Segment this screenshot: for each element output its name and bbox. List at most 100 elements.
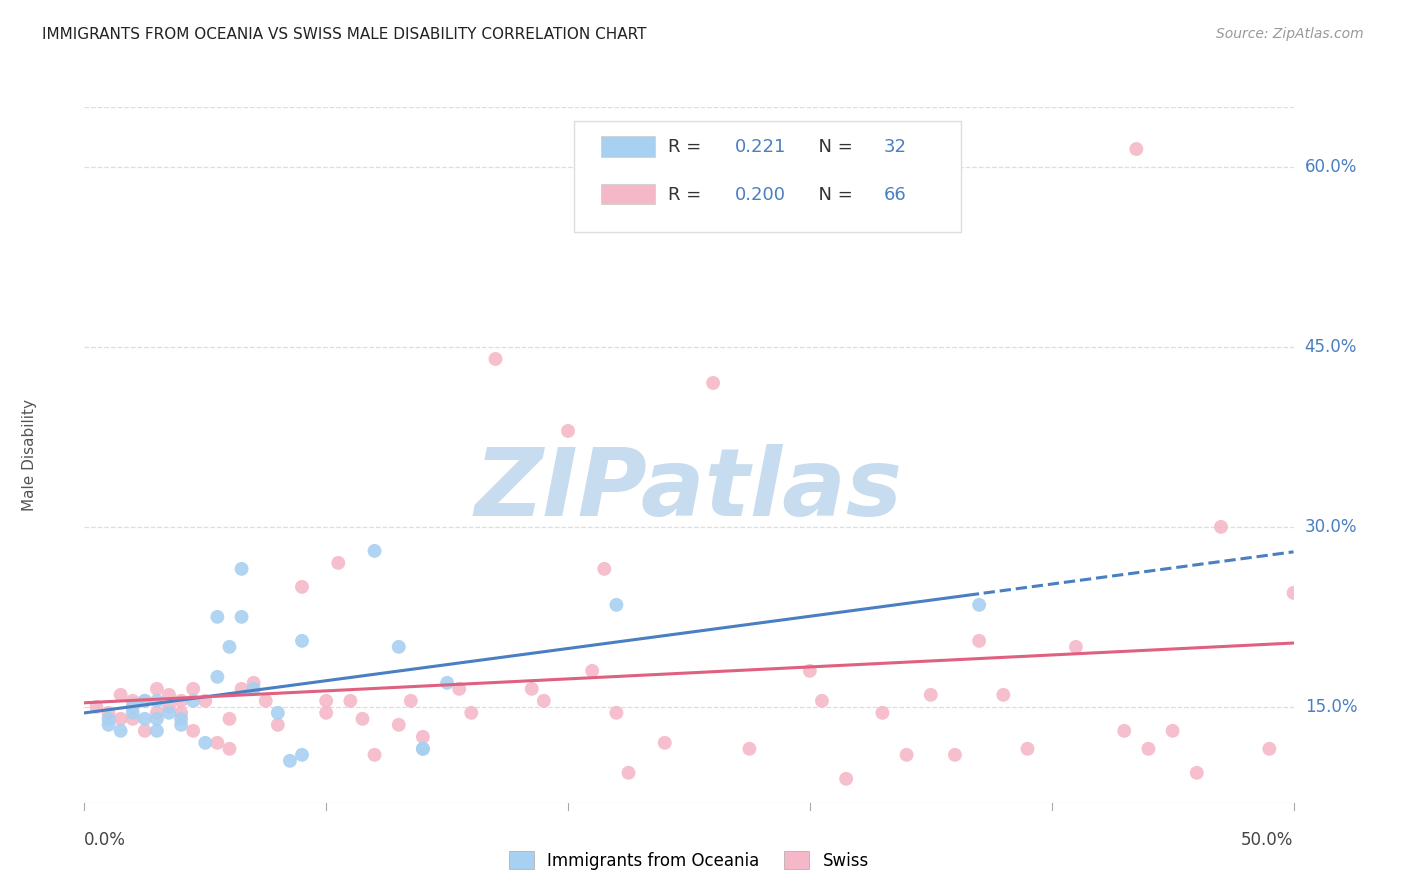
Point [157, 699, 180, 714]
Point [181, 681, 204, 696]
Point [170, 694, 193, 708]
Point [242, 676, 264, 690]
Point [1114, 723, 1136, 738]
Point [121, 712, 143, 726]
Point [315, 706, 337, 720]
Point [811, 694, 834, 708]
Text: 0.200: 0.200 [735, 186, 786, 203]
Point [412, 741, 434, 756]
Point [146, 681, 169, 696]
Point [110, 688, 132, 702]
Point [267, 718, 290, 732]
Point [231, 681, 253, 696]
Point [134, 694, 156, 708]
Point [593, 562, 616, 576]
Point [1185, 765, 1208, 780]
Point [520, 681, 543, 696]
Point [581, 664, 603, 678]
Point [121, 694, 143, 708]
Point [157, 688, 180, 702]
Text: 50.0%: 50.0% [1241, 830, 1294, 848]
Point [412, 730, 434, 744]
Point [557, 424, 579, 438]
Point [328, 556, 350, 570]
Point [218, 741, 240, 756]
Text: 15.0%: 15.0% [1305, 698, 1357, 716]
Point [267, 706, 290, 720]
Point [134, 694, 156, 708]
Point [181, 723, 204, 738]
Point [146, 694, 169, 708]
Point [352, 712, 374, 726]
Point [134, 712, 156, 726]
Point [97, 718, 120, 732]
Text: N =: N = [807, 186, 859, 203]
Point [617, 765, 640, 780]
Point [134, 723, 156, 738]
Point [920, 688, 942, 702]
Point [194, 736, 217, 750]
Point [97, 706, 120, 720]
Point [218, 640, 240, 654]
Point [146, 712, 169, 726]
Point [702, 376, 724, 390]
Text: 66: 66 [883, 186, 907, 203]
Point [967, 633, 990, 648]
Point [967, 598, 990, 612]
Point [242, 681, 264, 696]
Point [121, 706, 143, 720]
Point [388, 718, 411, 732]
Point [170, 718, 193, 732]
Point [1161, 723, 1184, 738]
Point [315, 694, 337, 708]
Point [1258, 741, 1281, 756]
Point [436, 676, 458, 690]
Point [1125, 142, 1147, 156]
Point [291, 633, 314, 648]
Text: R =: R = [668, 138, 707, 156]
Text: ZIPatlas: ZIPatlas [475, 443, 903, 536]
Point [231, 562, 253, 576]
Bar [600, 136, 655, 157]
Point [388, 640, 411, 654]
Bar [600, 184, 655, 204]
Point [218, 712, 240, 726]
Point [291, 580, 314, 594]
Point [399, 694, 422, 708]
Point [835, 772, 858, 786]
Point [110, 712, 132, 726]
Point [291, 747, 314, 762]
Point [363, 544, 385, 558]
Text: 0.221: 0.221 [735, 138, 786, 156]
Point [412, 741, 434, 756]
Point [157, 706, 180, 720]
Point [896, 747, 918, 762]
Text: 0.0%: 0.0% [84, 830, 127, 848]
Point [484, 351, 506, 366]
Point [605, 598, 627, 612]
Point [110, 723, 132, 738]
Point [86, 699, 108, 714]
Point [278, 754, 301, 768]
Point [799, 664, 821, 678]
Point [872, 706, 894, 720]
Point [231, 610, 253, 624]
Point [449, 681, 471, 696]
Point [181, 694, 204, 708]
Text: Male Disability: Male Disability [22, 399, 38, 511]
Point [460, 706, 482, 720]
Point [121, 699, 143, 714]
Point [97, 712, 120, 726]
Point [146, 706, 169, 720]
Point [654, 736, 676, 750]
Text: R =: R = [668, 186, 707, 203]
Point [1017, 741, 1039, 756]
Text: 32: 32 [883, 138, 907, 156]
Point [207, 670, 229, 684]
Text: 45.0%: 45.0% [1305, 338, 1357, 356]
Point [605, 706, 627, 720]
Text: 60.0%: 60.0% [1305, 158, 1357, 176]
Text: 30.0%: 30.0% [1305, 518, 1357, 536]
Point [1137, 741, 1160, 756]
Point [207, 610, 229, 624]
